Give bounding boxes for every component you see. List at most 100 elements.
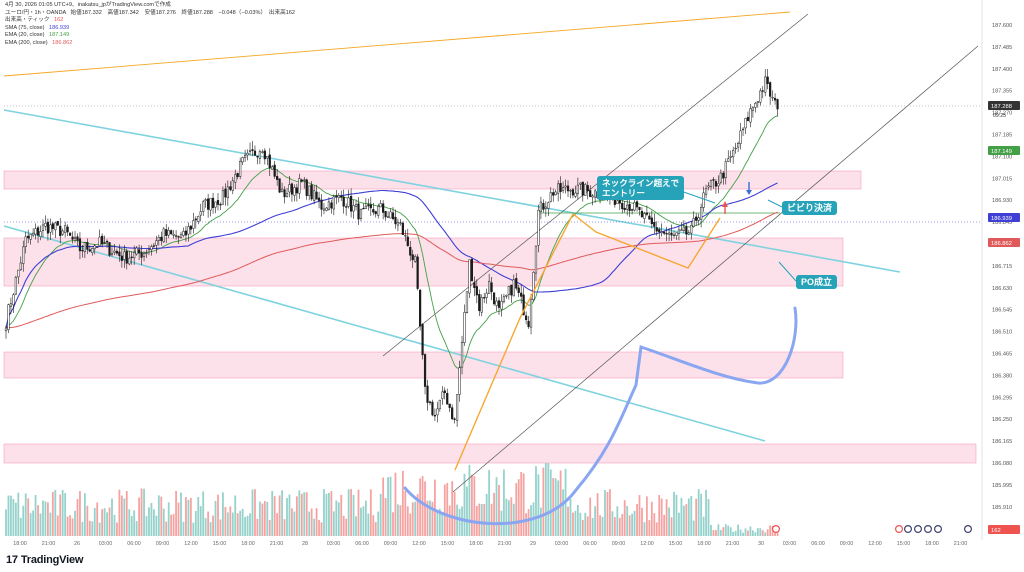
volume-bar [505, 498, 508, 536]
candle [49, 218, 52, 241]
candle [507, 285, 510, 300]
volume-bar [135, 521, 138, 536]
ema200-price-tag: 186.862 [988, 238, 1020, 247]
candle [7, 303, 10, 334]
price-tick-label: 186.295 [992, 395, 1012, 401]
candle [320, 194, 323, 217]
legend-sma[interactable]: SMA (75, close) 186.939 [5, 24, 70, 31]
tradingview-logo[interactable]: 17 TradingView [6, 554, 84, 566]
volume-bar [705, 489, 707, 536]
support-resistance-zones [3, 170, 977, 464]
volume-bar [37, 505, 39, 536]
candle [34, 223, 37, 240]
volume-bar [10, 495, 12, 536]
volume-bar [98, 522, 101, 536]
volume-bar [234, 495, 237, 536]
volume-bar [488, 470, 491, 536]
candle [197, 215, 200, 225]
price-tick-label: 186.930 [992, 198, 1012, 204]
candle [717, 175, 720, 194]
candle [179, 231, 183, 239]
volume-bar [165, 521, 168, 536]
time-tick-label: 06:00 [355, 541, 369, 547]
legend-volume-value: 162 [53, 17, 64, 24]
volume-bar [623, 500, 626, 536]
channel-upper [382, 13, 809, 357]
candle [648, 212, 651, 220]
volume-bar [226, 512, 229, 536]
volume-bar [544, 463, 547, 536]
volume-bar [372, 515, 375, 536]
volume-bar [239, 510, 242, 536]
volume-bar [27, 498, 30, 536]
volume-bar [751, 530, 754, 536]
legend-ema200[interactable]: EMA (200, close) 186.862 [5, 39, 73, 46]
candle [91, 247, 94, 256]
candle [300, 178, 303, 183]
volume-bar [611, 511, 614, 536]
candle [372, 202, 375, 216]
entry-arrow-icon [722, 201, 728, 207]
volume-bar [189, 497, 192, 536]
volume-bar [429, 500, 431, 536]
time-axis: 18:00 21:00 26 03:00 06:00 09:00 12:00 15:00 18:… [13, 524, 972, 547]
candle [483, 292, 486, 304]
candle [396, 218, 400, 232]
volume-bar [579, 512, 582, 536]
zone-4 [3, 443, 977, 464]
candle [463, 304, 466, 346]
price-axis: 187.600 187.485 187.400 187.355 187.270 187.1… [981, 0, 1020, 540]
volume-bar [576, 505, 579, 536]
legend-volume[interactable]: 出来高・ティック 162 [5, 17, 64, 24]
time-tick-label: 15:00 [213, 541, 227, 547]
volume-bar [320, 522, 323, 536]
price-tick-label: 186.845 [992, 220, 1012, 226]
volume-bar [362, 506, 365, 536]
candle [120, 248, 123, 268]
candle [189, 225, 192, 235]
candle [138, 244, 141, 261]
candle [14, 275, 17, 296]
candle [500, 294, 503, 317]
volume-bar [724, 524, 727, 536]
volume-bar [389, 476, 392, 536]
legend-ema20[interactable]: EMA (20, close) 187.149 [5, 32, 70, 39]
candle [263, 148, 266, 165]
volume-bar [236, 513, 239, 536]
candle [152, 243, 156, 248]
event-marker-icon [771, 524, 780, 533]
candle [431, 399, 434, 417]
volume-bar [101, 509, 104, 536]
volume-bar [291, 508, 293, 536]
candle [557, 180, 560, 202]
candle [44, 215, 47, 231]
volume-bar [111, 498, 113, 536]
candle [88, 245, 91, 253]
volume-bar [194, 511, 197, 536]
volume-bar [759, 528, 762, 536]
volume-bar [732, 531, 735, 536]
volume-bar [498, 484, 500, 536]
volume-bar [5, 509, 7, 536]
candle [303, 176, 306, 189]
candle [423, 353, 427, 395]
candle [690, 220, 693, 240]
volume-bar [515, 483, 518, 536]
candle [532, 271, 535, 302]
candle [389, 208, 392, 219]
candle [470, 257, 473, 282]
volume-bar [438, 508, 441, 536]
candle [433, 408, 437, 422]
candle [394, 209, 397, 229]
volume-bar [91, 521, 94, 536]
volume-bar [88, 520, 91, 536]
candle [59, 217, 62, 244]
candle [374, 210, 377, 218]
candle [170, 229, 173, 236]
candle [202, 199, 205, 216]
time-tick-label: 06:00 [583, 541, 597, 547]
time-tick-label: 29 [530, 541, 536, 547]
volume-bar [707, 498, 710, 536]
volume-bar [648, 520, 651, 536]
